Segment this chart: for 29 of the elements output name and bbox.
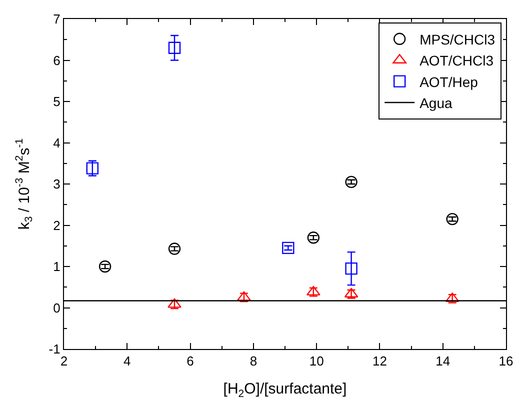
- x-tick-label: 16: [498, 354, 514, 369]
- y-tick-label: 7: [53, 12, 60, 27]
- point: [168, 242, 181, 255]
- point: [345, 262, 358, 275]
- y-tick-label: 6: [53, 52, 60, 68]
- y-tick-label: 3: [53, 176, 60, 192]
- legend-label: Agua: [420, 94, 452, 111]
- y-tick-label: 1: [53, 259, 60, 274]
- x-tick-label: 8: [250, 354, 258, 369]
- x-tick-label: 6: [186, 354, 194, 369]
- point: [98, 260, 112, 273]
- x-tick-label: 4: [124, 354, 131, 369]
- point: [168, 42, 181, 54]
- legend-label: AOT/Hep: [420, 74, 478, 90]
- x-tick-label: 12: [372, 354, 387, 369]
- point: [307, 232, 320, 244]
- y-tick-label: 0: [53, 300, 60, 316]
- legend-label: MPS/CHCl3: [420, 31, 496, 48]
- point: [282, 242, 294, 254]
- x-axis-title: [H$_{2}$O]/[surfactante]: [223, 380, 347, 400]
- x-tick-label: 14: [436, 354, 450, 369]
- legend-label: AOT/CHCl3: [420, 52, 494, 69]
- y-tick-label: 2: [53, 218, 60, 233]
- point: [446, 212, 458, 226]
- y-tick-label: 4: [53, 135, 60, 150]
- y-tick-label: 5: [53, 94, 60, 110]
- point: [345, 176, 358, 188]
- y-tick-label: -1: [48, 342, 60, 357]
- x-tick-label: 10: [309, 354, 324, 369]
